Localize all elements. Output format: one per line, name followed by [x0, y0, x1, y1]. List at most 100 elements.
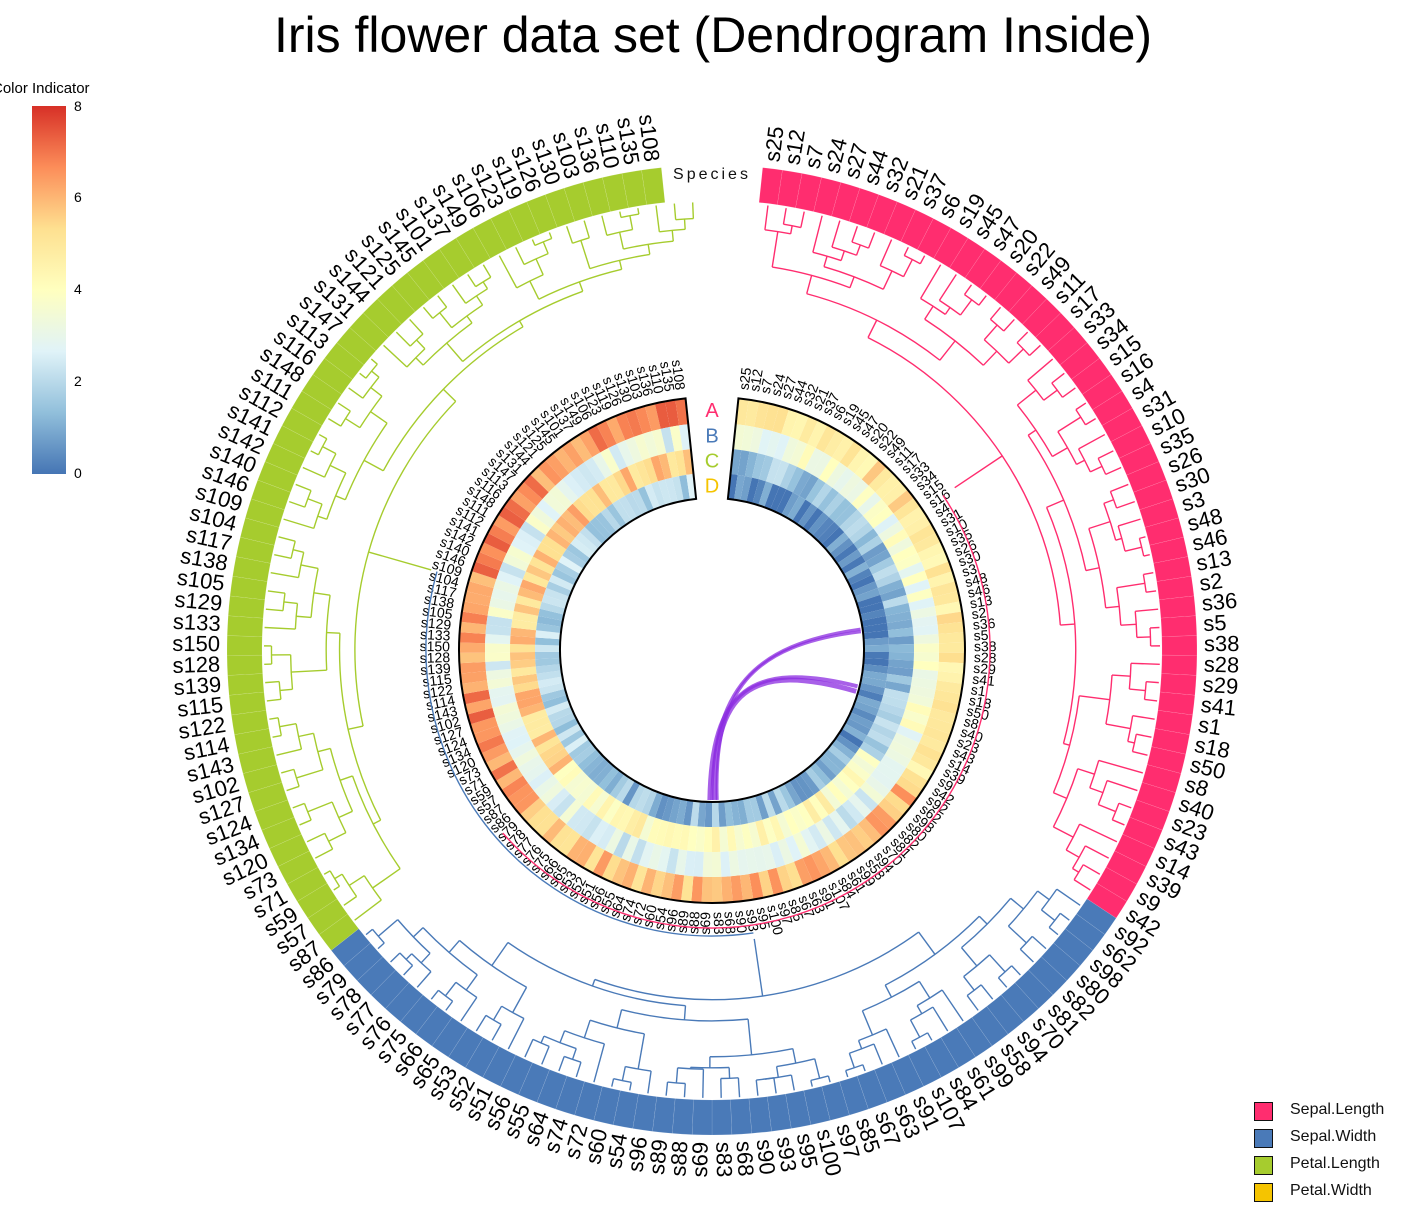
dendro-branch	[753, 938, 764, 997]
dendro-branch	[279, 688, 293, 692]
heat-cell	[510, 666, 537, 678]
heat-cell	[758, 870, 774, 898]
heat-cell	[535, 657, 561, 667]
species-cell	[229, 575, 268, 601]
heat-cell	[887, 536, 914, 557]
heat-cell	[656, 845, 671, 873]
dendro-branch	[939, 340, 956, 361]
heat-cell	[906, 759, 934, 782]
dendro-arc	[543, 1035, 577, 1050]
heat-cell	[865, 549, 892, 569]
heat-cell	[884, 602, 911, 616]
heat-cell	[821, 814, 844, 841]
color-gradient	[32, 106, 66, 474]
inner-sample-label: s100	[764, 903, 786, 936]
heat-cell	[582, 785, 604, 810]
dendro-branch	[1136, 733, 1152, 738]
heat-cell	[890, 783, 917, 807]
heat-cell	[903, 514, 932, 537]
dendro-branch	[395, 331, 411, 347]
dendro-branch	[507, 1018, 525, 1050]
heat-cell	[532, 549, 559, 569]
heat-cell	[848, 712, 874, 730]
heat-cell	[690, 800, 700, 827]
heat-cell	[672, 476, 684, 502]
heat-cell	[910, 677, 937, 690]
heat-cell	[641, 789, 658, 816]
heat-cell	[845, 717, 871, 736]
heat-cell	[704, 801, 712, 827]
heat-cell	[579, 526, 603, 549]
species-cell	[500, 1054, 533, 1095]
dendro-branch	[1146, 681, 1159, 684]
heat-cell	[548, 485, 573, 510]
heat-cell	[851, 485, 876, 510]
inner-sample-label: s110	[645, 363, 667, 395]
inner-sample-label: s150	[420, 638, 451, 654]
heat-cell	[697, 801, 706, 827]
dendro-branch	[1016, 331, 1029, 344]
heat-cell	[913, 643, 939, 653]
dendro-branch	[618, 232, 625, 250]
heat-cell	[748, 821, 762, 848]
dendro-arc	[862, 980, 920, 1012]
dendro-arc	[437, 989, 454, 1002]
dendro-arc	[910, 1006, 934, 1021]
sample-label: s69	[687, 1142, 713, 1178]
heat-cell	[557, 829, 581, 857]
species-cell	[949, 237, 986, 279]
heat-cell	[832, 467, 855, 493]
dendro-arc	[277, 717, 282, 736]
species-cell	[1158, 595, 1197, 619]
dendro-branch	[278, 536, 296, 542]
heat-cell	[858, 601, 885, 615]
dendro-branch	[989, 954, 1006, 973]
dendro-branch	[909, 1019, 921, 1038]
heat-cell	[883, 688, 910, 702]
heat-cell	[534, 811, 560, 838]
species-cell	[758, 167, 783, 205]
dendro-branch	[954, 455, 1003, 489]
heat-cell	[881, 481, 908, 507]
heat-cell	[596, 823, 617, 851]
dendro-branch	[363, 459, 384, 472]
dendro-arc	[451, 304, 483, 329]
inner-sample-label: s28	[974, 649, 997, 666]
dendro-branch	[1079, 823, 1118, 843]
heat-cell	[515, 528, 542, 550]
species-cell	[856, 1069, 888, 1110]
heat-cell	[487, 523, 516, 545]
heat-cell	[873, 513, 899, 536]
heat-cell	[856, 594, 883, 609]
sample-label: s13	[1194, 545, 1233, 576]
dendro-branch	[296, 769, 324, 779]
dendro-arc	[455, 981, 478, 998]
dendro-branch	[978, 295, 987, 306]
heat-cell	[862, 623, 888, 634]
color-tick: 4	[74, 281, 82, 297]
dendro-branch	[368, 551, 432, 571]
dendro-branch	[296, 615, 312, 619]
heat-cell	[828, 498, 852, 522]
dendro-branch	[298, 732, 314, 738]
heat-cell	[898, 506, 926, 529]
dendro-branch	[460, 997, 478, 1022]
dendro-branch	[1029, 344, 1041, 356]
dendro-arc	[594, 931, 920, 1001]
heat-cell	[650, 455, 665, 482]
heat-cell	[533, 775, 559, 798]
heat-cell	[537, 676, 564, 689]
heat-cell	[612, 831, 632, 859]
heat-cell	[553, 759, 578, 782]
dendro-arc	[966, 984, 982, 997]
dendro-branch	[372, 868, 401, 889]
heat-cell	[863, 644, 890, 653]
dendro-branch	[611, 1078, 615, 1087]
dendro-branch	[702, 1069, 705, 1098]
dendro-branch	[806, 275, 813, 294]
heat-cell	[850, 823, 875, 851]
heat-cell	[558, 555, 584, 575]
sample-label: s139	[173, 672, 222, 700]
heat-cell	[485, 668, 512, 681]
heat-cell	[630, 838, 647, 865]
